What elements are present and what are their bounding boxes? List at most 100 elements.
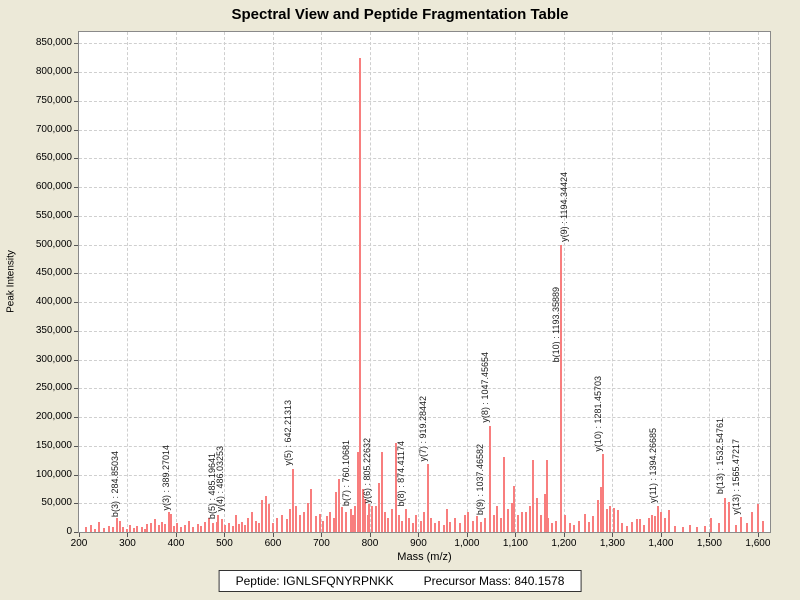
plot-area[interactable]: b(3) : 284.85034 y(3) : 389.27014 b(5) : 4… <box>78 31 771 533</box>
spectrum-peak <box>528 506 531 532</box>
x-axis-tick-label: 400 <box>167 538 185 549</box>
v-gridline <box>709 32 711 532</box>
y-axis-tick-label: 300,000 <box>35 353 72 365</box>
spectrum-peak <box>377 483 380 532</box>
spectrum-peak <box>657 506 660 532</box>
spectrum-peak <box>449 521 452 532</box>
spectrum-peak <box>264 496 267 532</box>
spectrum-peak <box>371 506 374 532</box>
spectrum-peak <box>298 514 301 532</box>
x-axis-tick <box>224 533 226 537</box>
x-axis-tick <box>272 533 274 537</box>
spectrum-peak <box>157 525 160 532</box>
spectrum-peak <box>696 527 699 532</box>
spectrum-peak <box>401 520 404 532</box>
spectrum-peak <box>394 442 397 532</box>
spectrum-peak <box>599 487 602 532</box>
v-gridline <box>563 32 565 532</box>
spectrum-peak <box>415 514 418 532</box>
spectrum-peak <box>200 525 203 532</box>
spectrum-peak <box>710 517 713 532</box>
y-axis-tick-label: 250,000 <box>35 382 72 394</box>
spectrum-peak <box>568 523 571 532</box>
spectrum-peak <box>366 514 369 532</box>
x-axis-tick <box>127 533 129 537</box>
spectrum-peak <box>453 517 456 532</box>
spectrum-peak <box>756 504 759 532</box>
y-axis-tick-label: 700,000 <box>35 123 72 135</box>
spectrum-peak <box>292 468 295 532</box>
spectrum-peak <box>240 521 243 532</box>
spectrum-peak <box>146 523 149 532</box>
y-axis-tick <box>74 215 78 217</box>
spectrum-peak <box>651 514 654 532</box>
peak-annotation: b(3) : 284.85034 <box>110 451 121 518</box>
h-gridline <box>79 445 770 447</box>
h-gridline <box>79 187 770 189</box>
h-gridline <box>79 158 770 160</box>
y-axis-tick <box>74 273 78 275</box>
h-gridline <box>79 273 770 275</box>
spectrum-peak <box>276 517 279 532</box>
spectrum-peak <box>387 517 390 532</box>
x-axis-tick-label: 1,500 <box>696 538 722 549</box>
spectrum-peak <box>188 520 191 532</box>
spectrum-peak <box>761 520 764 532</box>
y-axis-tick <box>74 359 78 361</box>
spectrum-peak <box>554 520 557 532</box>
peak-annotation: b(9) : 1037.46582 <box>475 443 486 515</box>
spectrum-peak <box>271 523 274 532</box>
spectrum-peak <box>681 527 684 532</box>
spectrum-peak <box>463 514 466 532</box>
x-axis-tick <box>466 533 468 537</box>
x-axis-tick-label: 1,300 <box>599 538 625 549</box>
y-axis-tick-label: 350,000 <box>35 324 72 336</box>
spectrum-peak <box>356 451 359 532</box>
x-axis-tick <box>515 533 517 537</box>
peak-annotation: y(9) : 1194.34424 <box>559 171 570 242</box>
x-axis-tick-label: 1,200 <box>551 538 577 549</box>
spectrum-peak <box>605 509 608 532</box>
y-axis-tick-label: 850,000 <box>35 37 72 49</box>
h-gridline <box>79 330 770 332</box>
spectrum-peak <box>306 503 309 532</box>
spectrum-peak <box>211 523 214 532</box>
spectrum-peak <box>322 520 325 532</box>
spectrum-peak <box>223 525 226 532</box>
x-axis-tick-label: 500 <box>216 538 233 549</box>
y-axis-tick-label: 750,000 <box>35 94 72 106</box>
spectrum-peak <box>250 511 253 532</box>
x-axis-tick <box>612 533 614 537</box>
spectrum-peak <box>231 526 234 532</box>
y-axis-tick-label: 150,000 <box>35 439 72 451</box>
spectrum-peak <box>244 525 247 532</box>
x-axis-tick-label: 800 <box>361 538 379 549</box>
spectrum-peak <box>335 492 338 532</box>
spectrum-peak <box>318 513 321 532</box>
spectrum-peak <box>160 521 163 532</box>
v-gridline <box>321 32 323 532</box>
spectrum-peak <box>621 523 624 532</box>
spectrum-peak <box>543 494 546 532</box>
h-gridline <box>79 359 770 361</box>
spectrum-peak <box>268 504 271 532</box>
spectrum-peak <box>426 464 429 532</box>
spectrum-peak <box>196 523 199 532</box>
x-axis-tick-label: 1,400 <box>648 538 674 549</box>
x-axis-tick <box>709 533 711 537</box>
peak-annotation: y(7) : 919.28442 <box>417 395 428 462</box>
spectrum-peak <box>115 518 118 532</box>
h-gridline <box>79 72 770 74</box>
y-axis-tick <box>74 43 78 45</box>
spectrum-peak <box>364 499 367 532</box>
h-gridline <box>79 129 770 131</box>
peak-annotation: y(8) : 1047.45654 <box>479 352 490 423</box>
spectrum-peak <box>430 517 433 532</box>
x-axis-tick-label: 700 <box>313 538 330 549</box>
spectrum-peak <box>332 517 335 532</box>
spectrum-peak <box>488 425 491 532</box>
v-gridline <box>612 32 614 532</box>
spectrum-peak <box>132 527 135 532</box>
spectrum-peak <box>535 497 538 532</box>
